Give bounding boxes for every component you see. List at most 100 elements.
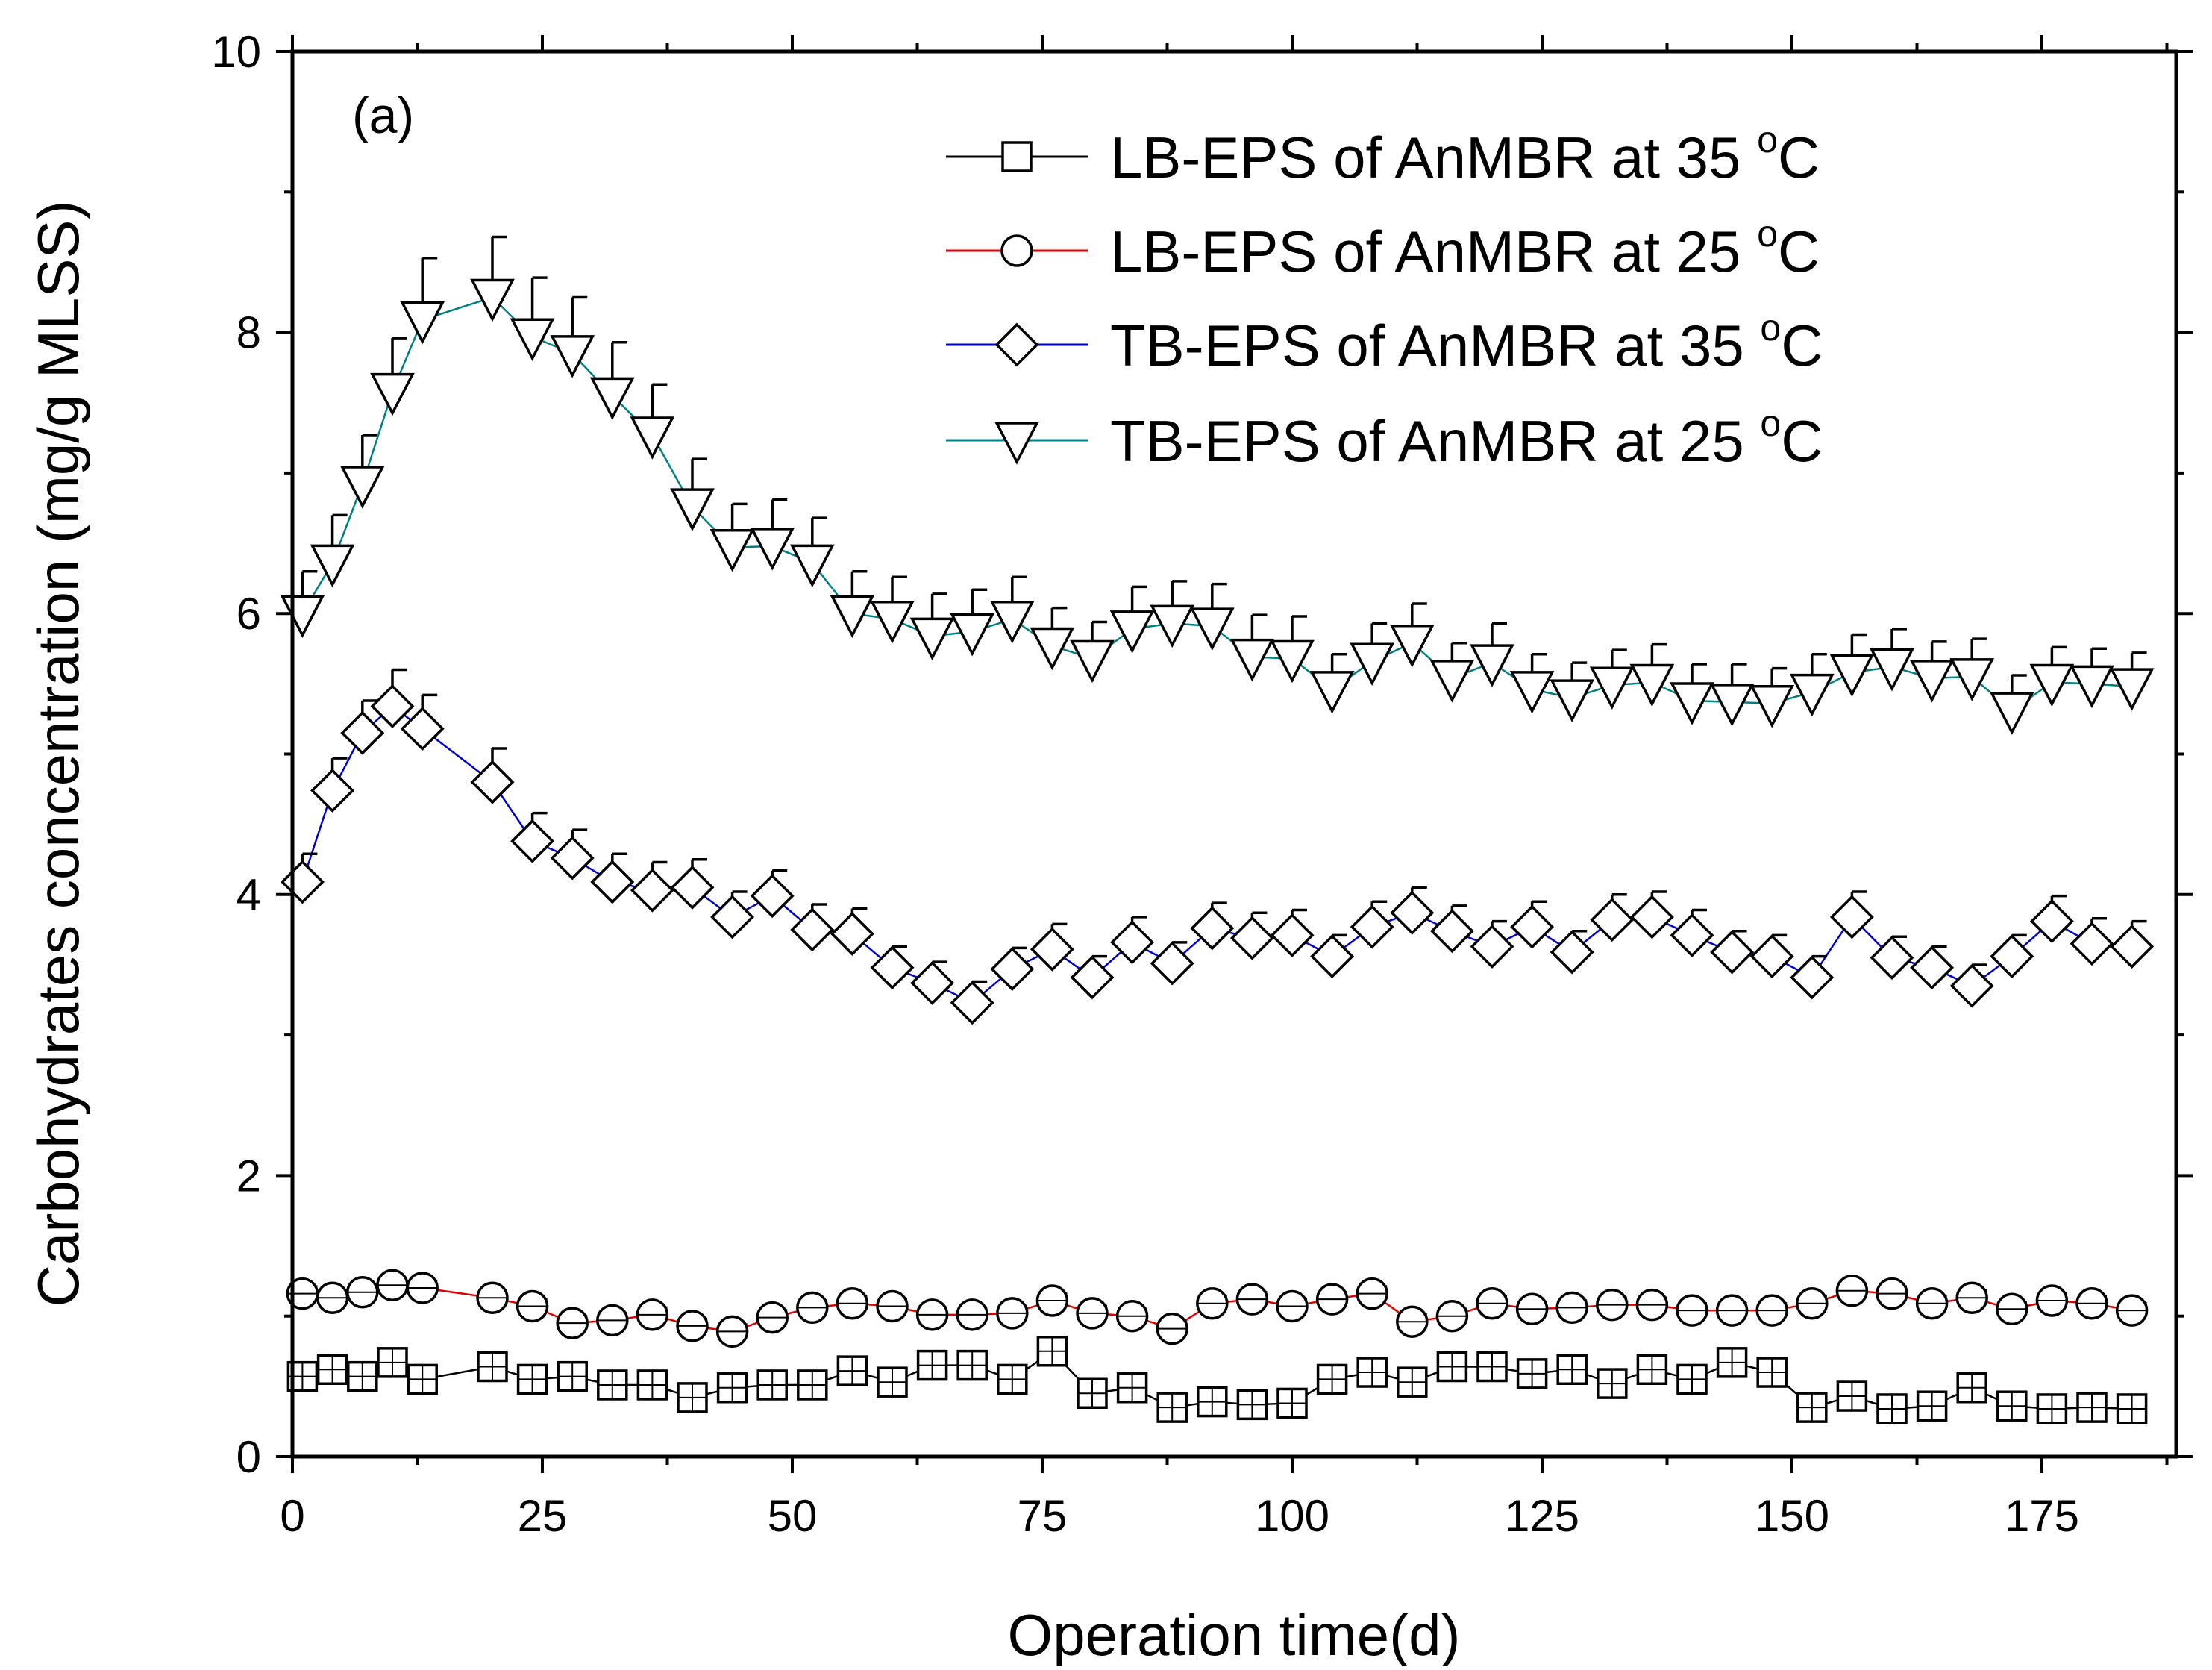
data-point bbox=[370, 372, 415, 416]
data-point bbox=[1229, 916, 1274, 960]
data-point bbox=[790, 907, 835, 952]
data-point bbox=[1429, 660, 1475, 703]
legend-unit: C bbox=[1781, 408, 1823, 474]
data-point bbox=[1829, 895, 1874, 939]
data-point bbox=[1749, 934, 1794, 979]
legend-label-text: LB-EPS of AnMBR at 25 bbox=[1110, 219, 1757, 284]
data-point bbox=[1109, 610, 1155, 654]
data-point bbox=[990, 947, 1035, 992]
x-tick-label: 125 bbox=[1505, 1491, 1579, 1541]
data-point bbox=[1509, 671, 1555, 714]
data-point bbox=[1949, 963, 1994, 1008]
x-tick-label: 0 bbox=[280, 1491, 304, 1541]
x-tick-label: 75 bbox=[1018, 1491, 1068, 1541]
data-point bbox=[1629, 663, 1675, 707]
data-point bbox=[1629, 895, 1674, 939]
series-1 bbox=[286, 1336, 2148, 1424]
data-point bbox=[1990, 934, 2034, 979]
data-point bbox=[830, 912, 874, 956]
legend-marker bbox=[1001, 141, 1033, 172]
data-point bbox=[1030, 627, 1075, 671]
legend-item: LB-EPS of AnMBR at 25 oC bbox=[946, 213, 1820, 284]
data-point bbox=[1470, 644, 1514, 687]
data-point bbox=[1589, 666, 1635, 710]
data-point bbox=[1910, 945, 1955, 990]
data-point bbox=[310, 544, 355, 588]
data-point bbox=[670, 488, 715, 531]
data-point bbox=[550, 335, 595, 378]
y-tick-label: 6 bbox=[236, 589, 261, 639]
data-point bbox=[1350, 904, 1394, 949]
data-point bbox=[1870, 648, 1914, 692]
y-tick-label: 10 bbox=[211, 27, 261, 77]
data-point bbox=[1909, 660, 1955, 703]
data-point bbox=[709, 528, 755, 572]
data-point bbox=[2029, 899, 2074, 944]
data-point bbox=[870, 945, 915, 990]
data-point bbox=[1150, 941, 1194, 986]
data-point bbox=[1390, 890, 1435, 935]
data-point bbox=[1550, 679, 1595, 722]
data-point bbox=[1310, 934, 1355, 979]
data-point bbox=[1190, 906, 1235, 951]
data-point bbox=[910, 960, 955, 1005]
data-point bbox=[1189, 607, 1235, 651]
tick-layer: 0 25 50 75 100 125 150 175 0 2 4 6 8 10 bbox=[211, 27, 2193, 1541]
data-point bbox=[870, 600, 915, 644]
data-point bbox=[1510, 904, 1555, 949]
panel-label: (a) bbox=[352, 87, 414, 144]
data-point bbox=[950, 981, 994, 1025]
legend-label: TB-EPS of AnMBR at 35 oC bbox=[1110, 307, 1823, 378]
data-point bbox=[1150, 604, 1195, 648]
series-3 bbox=[280, 668, 2155, 1025]
data-point bbox=[1550, 930, 1594, 975]
data-point bbox=[2029, 663, 2075, 707]
data-point bbox=[789, 544, 835, 588]
data-point bbox=[1309, 671, 1355, 714]
data-point bbox=[2070, 922, 2114, 966]
legend-item: TB-EPS of AnMBR at 35 oC bbox=[946, 307, 1823, 378]
data-point bbox=[670, 865, 715, 910]
x-tick-label: 150 bbox=[1755, 1491, 1829, 1541]
data-point bbox=[510, 819, 555, 863]
data-point bbox=[630, 868, 674, 913]
x-axis-title: Operation time(d) bbox=[1008, 1602, 1461, 1666]
data-point bbox=[1790, 955, 1835, 1000]
legend-label: LB-EPS of AnMBR at 35 oC bbox=[1110, 119, 1820, 190]
y-axis-title: Carbohydrates concentration (mg/g MLSS) bbox=[25, 201, 91, 1307]
data-point bbox=[1749, 684, 1795, 728]
data-point bbox=[2070, 665, 2114, 709]
legend-degree-sup: o bbox=[1757, 213, 1778, 254]
data-point bbox=[400, 301, 445, 345]
y-tick-label: 0 bbox=[236, 1432, 261, 1482]
x-tick-label: 100 bbox=[1255, 1491, 1329, 1541]
data-point bbox=[1030, 927, 1074, 972]
legend-unit: C bbox=[1778, 125, 1820, 190]
data-point bbox=[470, 760, 515, 804]
legend-unit: C bbox=[1781, 313, 1823, 378]
series-layer bbox=[280, 235, 2155, 1424]
legend-label-text: LB-EPS of AnMBR at 35 bbox=[1110, 125, 1757, 190]
legend-item: LB-EPS of AnMBR at 35 oC bbox=[946, 119, 1820, 190]
data-point bbox=[400, 707, 445, 751]
data-point bbox=[1829, 654, 1875, 698]
data-point bbox=[1270, 913, 1315, 957]
legend-label-text: TB-EPS of AnMBR at 25 bbox=[1110, 408, 1760, 474]
y-tick-label: 8 bbox=[236, 308, 261, 358]
data-point bbox=[2109, 668, 2155, 711]
data-point bbox=[830, 595, 875, 638]
data-point bbox=[909, 617, 955, 661]
data-point bbox=[1590, 898, 1635, 942]
data-point bbox=[1989, 692, 2034, 735]
data-point bbox=[950, 613, 995, 657]
data-point bbox=[550, 836, 595, 881]
y-tick-label: 4 bbox=[236, 870, 261, 920]
data-point bbox=[750, 874, 795, 919]
legend-degree-sup: o bbox=[1760, 402, 1781, 444]
x-tick-label: 175 bbox=[2005, 1491, 2079, 1541]
data-point bbox=[1670, 682, 1714, 725]
data-point bbox=[510, 318, 555, 362]
